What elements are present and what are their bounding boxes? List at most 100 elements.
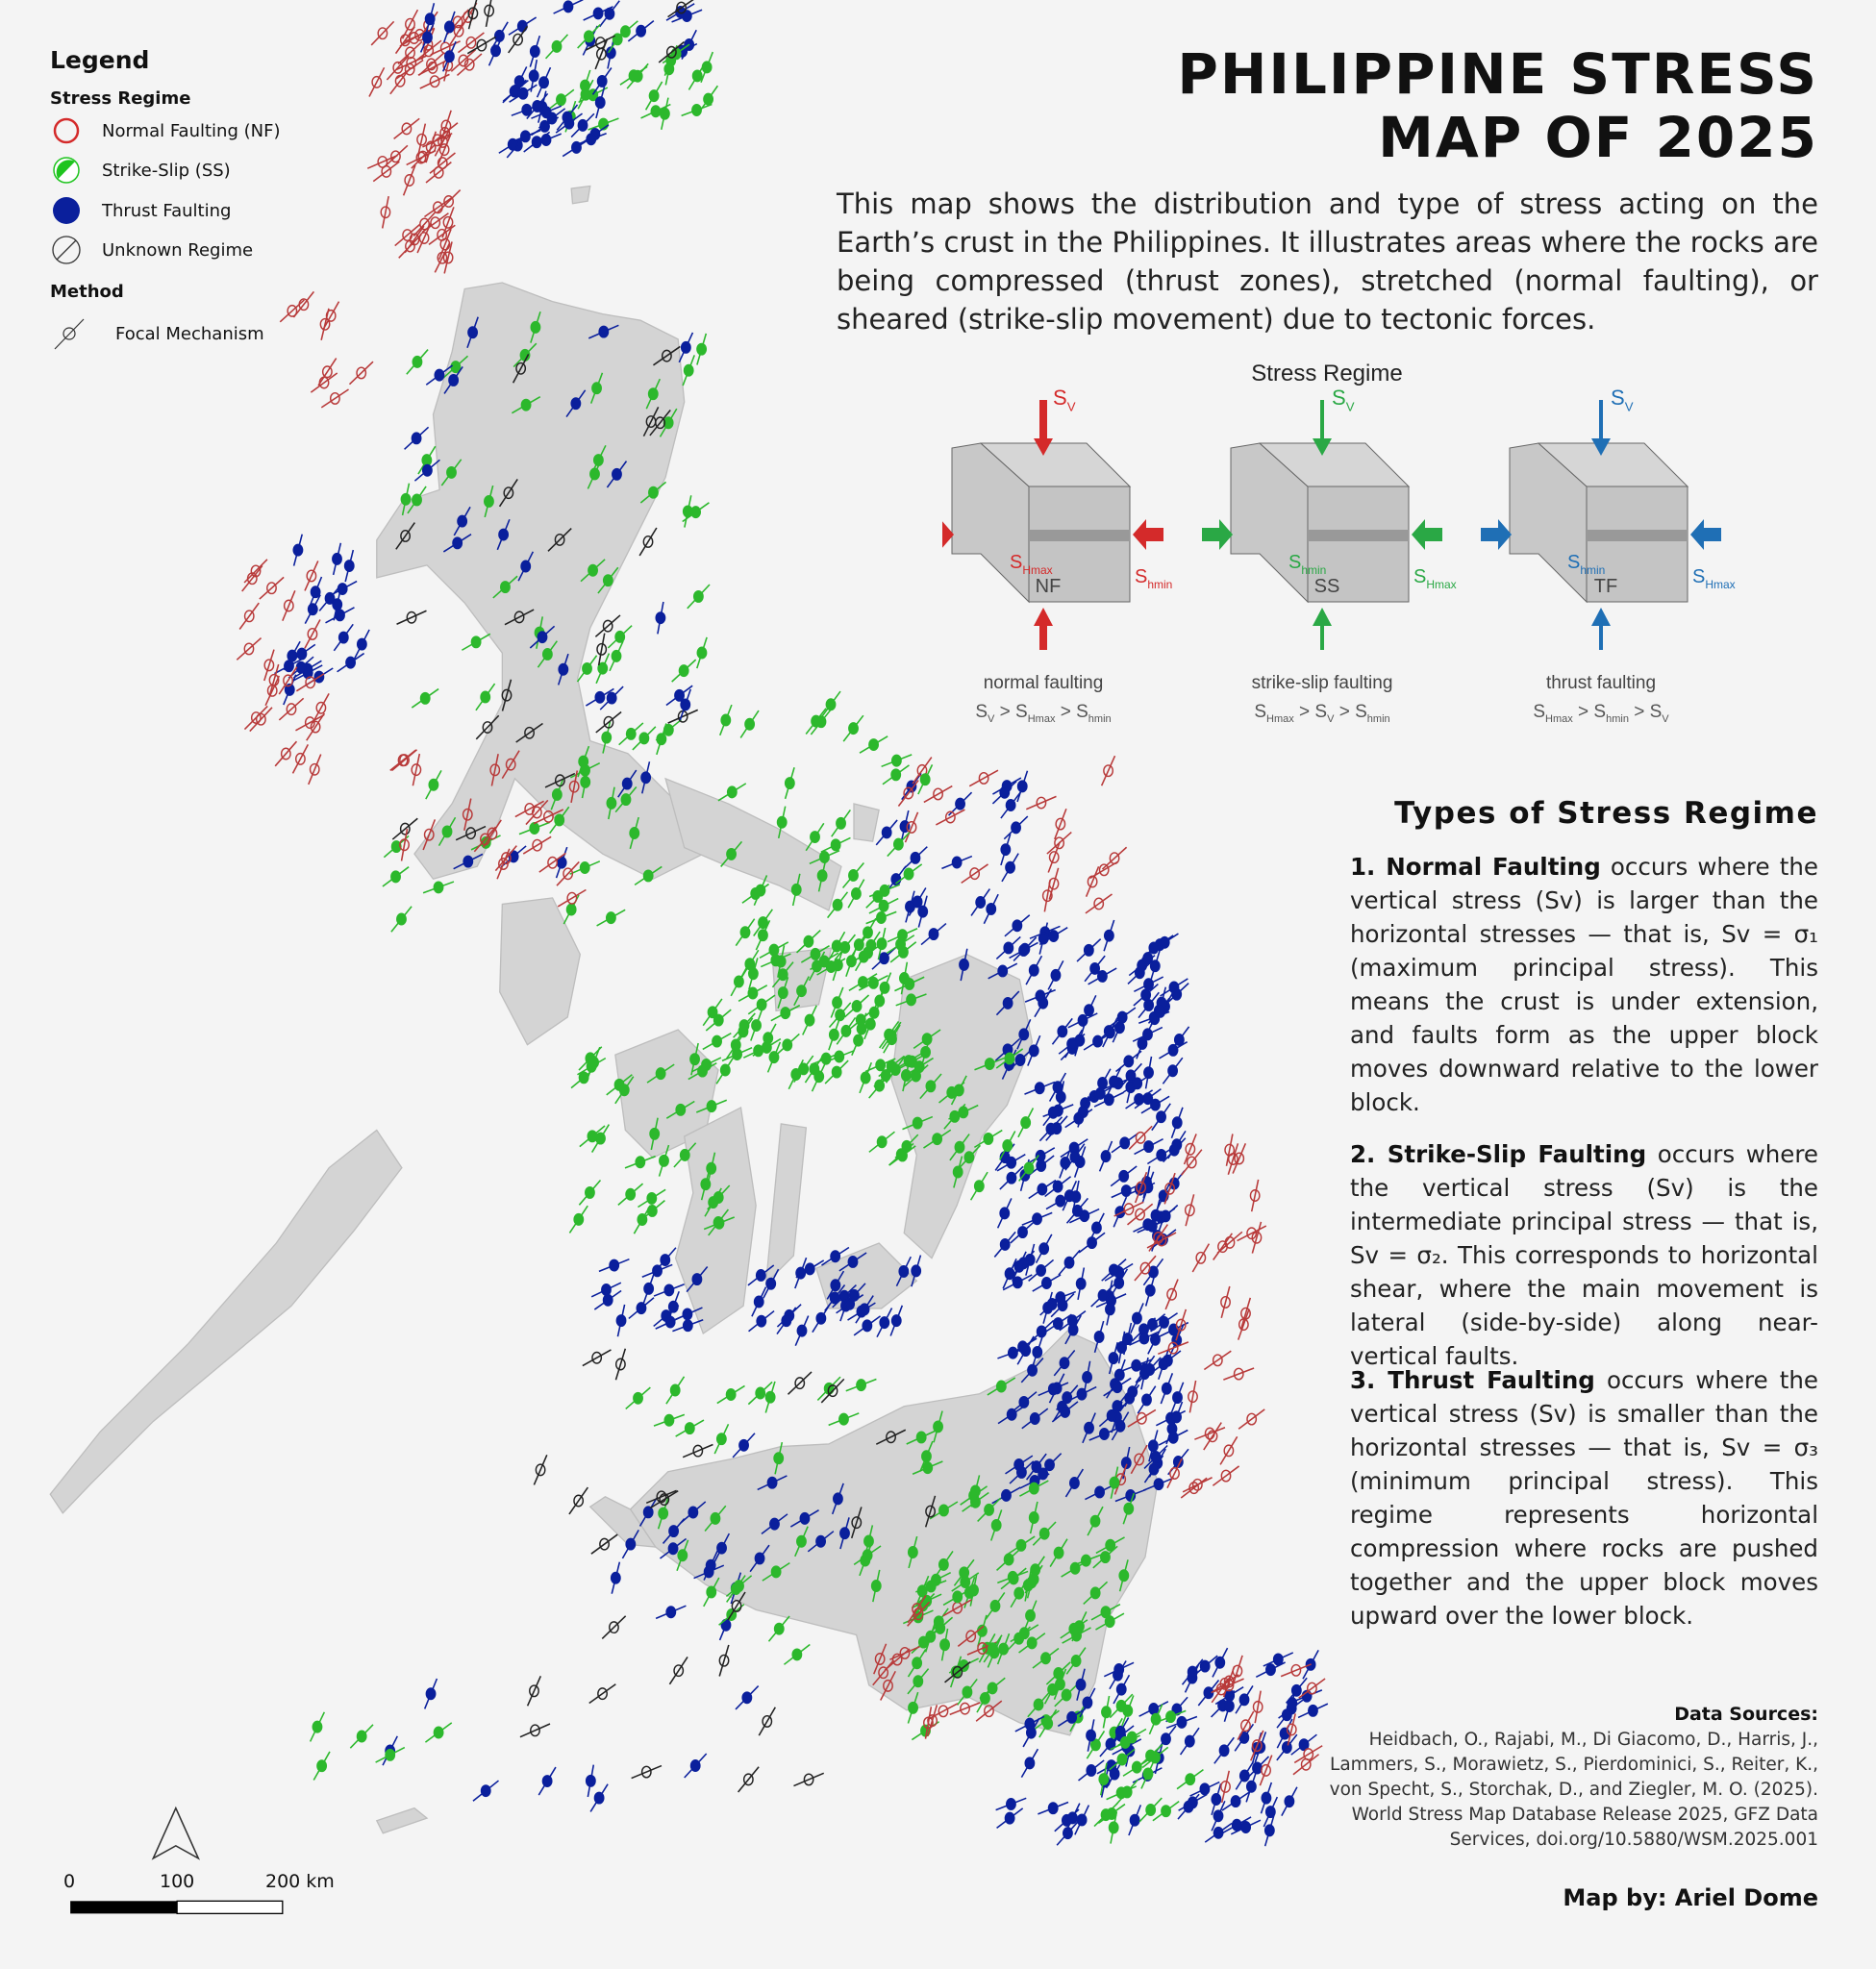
stress-marker-tf bbox=[424, 3, 436, 36]
stress-symbol bbox=[390, 840, 402, 854]
stress-marker-tf bbox=[1120, 1358, 1152, 1372]
stress-symbol bbox=[434, 368, 445, 382]
stress-symbol bbox=[796, 1324, 808, 1337]
stress-marker-tf bbox=[831, 1483, 844, 1515]
stress-symbol bbox=[250, 711, 262, 724]
stress-symbol bbox=[1077, 1013, 1088, 1027]
stress-marker-ss bbox=[747, 994, 776, 1015]
arrow-icon bbox=[1412, 519, 1442, 550]
stress-orientation-line bbox=[413, 211, 437, 237]
stress-marker-tf bbox=[1058, 1249, 1081, 1276]
stress-symbol bbox=[1234, 1152, 1245, 1165]
stress-orientation-line bbox=[417, 123, 427, 156]
stress-orientation-line bbox=[547, 527, 572, 552]
stress-marker-nf bbox=[462, 798, 473, 831]
types-heading: Types of Stress Regime bbox=[1394, 796, 1818, 831]
stress-marker-ss bbox=[1095, 1536, 1125, 1555]
stress-marker-nf bbox=[1181, 1149, 1203, 1176]
stress-marker-ss bbox=[440, 459, 463, 486]
stress-symbol bbox=[1036, 1159, 1047, 1172]
stress-symbol bbox=[839, 1527, 850, 1540]
palawan-island bbox=[49, 1129, 403, 1514]
stress-marker-tf bbox=[1038, 1116, 1063, 1142]
stress-marker-tf bbox=[1297, 1703, 1329, 1719]
stress-symbol bbox=[338, 631, 349, 644]
stress-orientation-line bbox=[401, 9, 419, 39]
stress-marker-nf bbox=[422, 819, 437, 851]
stress-marker-nf bbox=[434, 242, 451, 273]
stress-symbol bbox=[770, 1565, 782, 1579]
stress-symbol bbox=[665, 1606, 677, 1619]
stress-symbol bbox=[602, 619, 613, 633]
stress-marker-ss bbox=[676, 1539, 689, 1572]
stress-orientation-line bbox=[483, 819, 502, 848]
stress-marker-ss bbox=[716, 1384, 745, 1405]
stress-orientation-line bbox=[400, 828, 409, 861]
stress-marker-ss bbox=[715, 1056, 736, 1084]
stress-marker-nf bbox=[897, 780, 919, 807]
stress-symbol bbox=[597, 1687, 608, 1701]
stress-marker-ss bbox=[1141, 1746, 1169, 1769]
stress-symbol bbox=[903, 867, 914, 881]
stress-symbol bbox=[1076, 1813, 1088, 1827]
stress-symbol bbox=[585, 1774, 596, 1787]
stress-symbol bbox=[847, 1255, 859, 1268]
stress-marker-tf bbox=[1143, 1444, 1168, 1469]
stress-marker-tf bbox=[1075, 1267, 1087, 1301]
stress-marker-tf bbox=[847, 1302, 876, 1321]
stress-marker-ss bbox=[633, 1205, 652, 1234]
stress-marker-nf bbox=[380, 195, 391, 229]
stress-symbol bbox=[1103, 764, 1113, 778]
babuyan-island bbox=[570, 185, 591, 205]
stress-marker-ss bbox=[411, 687, 439, 709]
stress-marker-tf bbox=[585, 687, 614, 707]
slashed-circle-icon bbox=[52, 236, 81, 264]
scale-bar bbox=[70, 1900, 284, 1915]
stress-marker-tf bbox=[1090, 1284, 1115, 1308]
stress-marker-ss bbox=[766, 1041, 782, 1073]
stress-marker-ss bbox=[1032, 1647, 1060, 1669]
stress-symbol bbox=[1223, 1675, 1235, 1688]
stress-marker-ss bbox=[802, 1005, 817, 1035]
label-inner-stress: Shmin bbox=[1288, 552, 1326, 577]
stress-symbol bbox=[1185, 1142, 1196, 1156]
stress-symbol bbox=[978, 771, 989, 785]
arrow-icon bbox=[1202, 519, 1233, 550]
stress-symbol bbox=[696, 646, 708, 660]
stress-symbol bbox=[448, 373, 460, 386]
stress-orientation-line bbox=[1181, 1149, 1203, 1176]
stress-marker-nf bbox=[568, 770, 580, 803]
stress-marker-tf bbox=[1146, 1145, 1176, 1165]
stress-symbol bbox=[620, 793, 632, 807]
stress-marker-unknown bbox=[508, 25, 529, 54]
stress-symbol bbox=[988, 1642, 998, 1656]
stress-marker-tf bbox=[996, 1198, 1013, 1229]
stress-orientation-line bbox=[649, 410, 671, 436]
stress-symbol bbox=[1047, 1682, 1059, 1696]
stress-orientation-line bbox=[395, 55, 427, 71]
stress-symbol bbox=[412, 493, 422, 507]
stress-symbol bbox=[458, 54, 469, 67]
stress-orientation-line bbox=[490, 754, 499, 786]
stress-symbol bbox=[705, 1558, 716, 1572]
stress-symbol bbox=[586, 133, 597, 146]
stress-symbol bbox=[1115, 1682, 1127, 1696]
stress-orientation-line bbox=[417, 59, 448, 76]
stress-symbol bbox=[1041, 889, 1053, 903]
stress-symbol bbox=[424, 12, 436, 26]
stress-symbol bbox=[405, 46, 415, 60]
stress-symbol bbox=[243, 610, 255, 623]
stress-marker-ss bbox=[700, 51, 714, 84]
stress-marker-nf bbox=[1100, 755, 1116, 786]
stress-orientation-line bbox=[1222, 1665, 1236, 1698]
stress-marker-unknown bbox=[787, 1371, 813, 1395]
stress-marker-nf bbox=[501, 750, 520, 780]
stress-marker-tf bbox=[672, 1307, 703, 1322]
stress-symbol bbox=[1089, 961, 1101, 975]
stress-orientation-line bbox=[1292, 1754, 1319, 1776]
stress-orientation-line bbox=[473, 826, 497, 853]
stress-symbol bbox=[508, 850, 519, 863]
stress-marker-ss bbox=[907, 1691, 919, 1724]
stress-symbol bbox=[1240, 1821, 1252, 1833]
sulu-islands bbox=[375, 1807, 429, 1834]
